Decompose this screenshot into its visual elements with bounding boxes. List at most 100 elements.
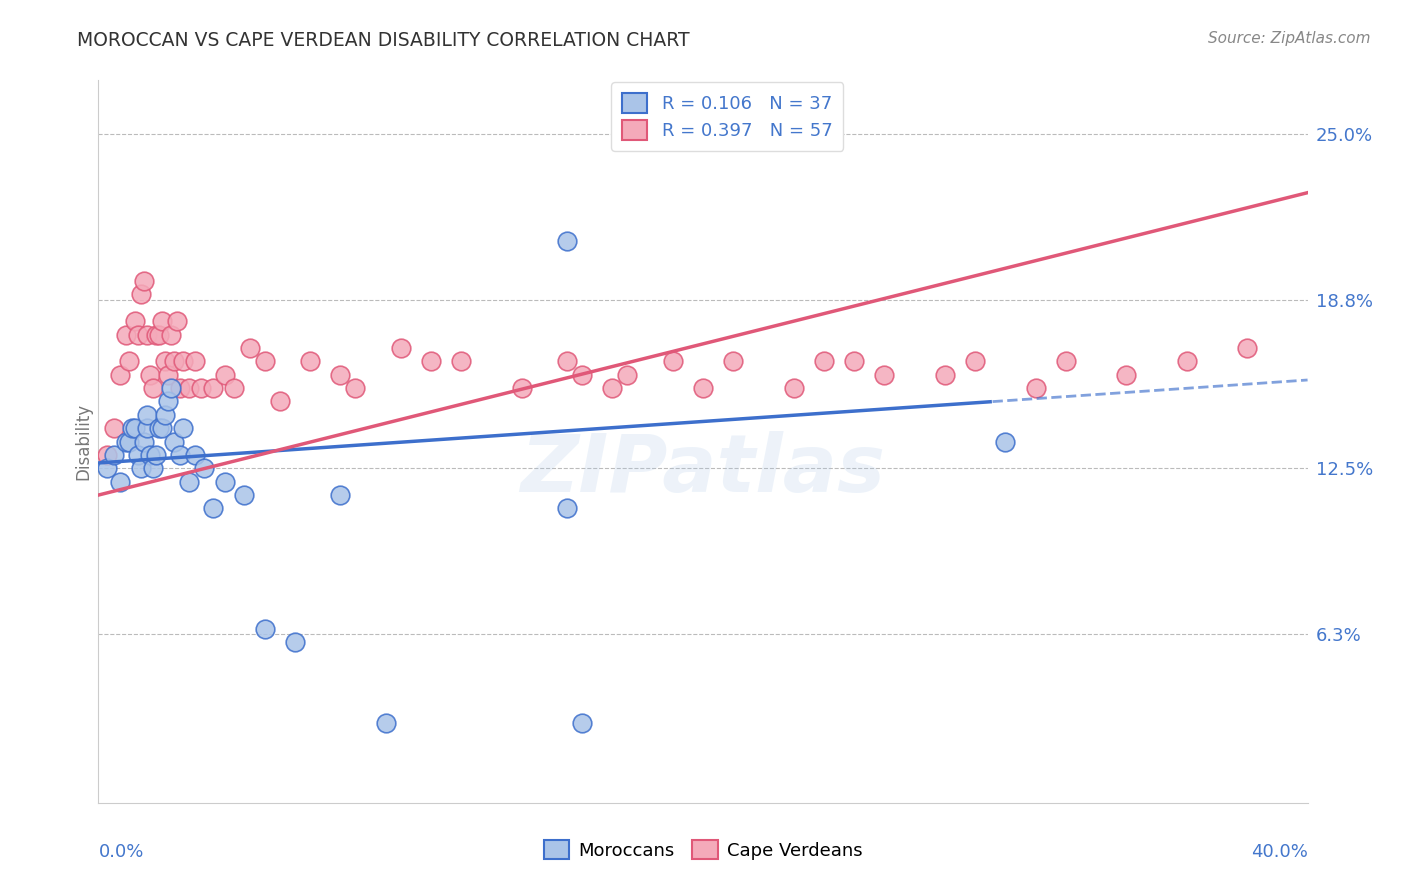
Point: [150, 314, 173, 328]
Point: [114, 434, 136, 449]
Point: [873, 368, 896, 382]
Point: [329, 488, 352, 502]
Point: [132, 274, 155, 288]
Point: [783, 381, 806, 395]
Point: [172, 421, 194, 435]
Point: [1024, 381, 1046, 395]
Point: [214, 475, 236, 489]
Text: Source: ZipAtlas.com: Source: ZipAtlas.com: [1208, 31, 1371, 46]
Point: [142, 381, 165, 395]
Point: [844, 354, 866, 368]
Point: [121, 421, 143, 435]
Legend: Moroccans, Cape Verdeans: Moroccans, Cape Verdeans: [537, 832, 869, 867]
Point: [934, 368, 956, 382]
Point: [193, 461, 215, 475]
Point: [269, 394, 291, 409]
Point: [253, 622, 276, 636]
Point: [108, 368, 131, 382]
Point: [153, 354, 176, 368]
Point: [169, 381, 191, 395]
Text: ZIPatlas: ZIPatlas: [520, 432, 886, 509]
Point: [374, 715, 396, 730]
Point: [344, 381, 367, 395]
Point: [129, 461, 152, 475]
Point: [103, 421, 125, 435]
Point: [389, 341, 412, 355]
Point: [555, 501, 578, 516]
Point: [103, 448, 125, 462]
Point: [127, 327, 149, 342]
Point: [108, 475, 131, 489]
Point: [169, 448, 191, 462]
Point: [555, 354, 578, 368]
Point: [1175, 354, 1198, 368]
Point: [299, 354, 322, 368]
Point: [96, 448, 118, 462]
Point: [184, 448, 207, 462]
Point: [555, 234, 578, 248]
Point: [153, 408, 176, 422]
Y-axis label: Disability: Disability: [75, 403, 93, 480]
Point: [253, 354, 276, 368]
Point: [139, 448, 162, 462]
Point: [148, 421, 170, 435]
Text: 40.0%: 40.0%: [1251, 843, 1308, 861]
Point: [994, 434, 1017, 449]
Point: [965, 354, 987, 368]
Text: 0.0%: 0.0%: [98, 843, 143, 861]
Point: [510, 381, 533, 395]
Point: [163, 354, 186, 368]
Point: [571, 368, 593, 382]
Point: [118, 354, 141, 368]
Point: [96, 461, 118, 475]
Point: [813, 354, 835, 368]
Point: [179, 381, 201, 395]
Point: [160, 327, 183, 342]
Point: [160, 381, 183, 395]
Point: [145, 448, 167, 462]
Point: [329, 368, 352, 382]
Point: [135, 408, 157, 422]
Point: [150, 421, 173, 435]
Point: [118, 434, 141, 449]
Point: [190, 381, 212, 395]
Point: [239, 341, 262, 355]
Point: [135, 327, 157, 342]
Point: [616, 368, 638, 382]
Point: [114, 327, 136, 342]
Point: [135, 421, 157, 435]
Point: [232, 488, 254, 502]
Point: [202, 381, 225, 395]
Point: [602, 381, 624, 395]
Point: [163, 434, 186, 449]
Text: MOROCCAN VS CAPE VERDEAN DISABILITY CORRELATION CHART: MOROCCAN VS CAPE VERDEAN DISABILITY CORR…: [77, 31, 690, 50]
Point: [124, 314, 146, 328]
Point: [1115, 368, 1137, 382]
Point: [692, 381, 714, 395]
Point: [127, 448, 149, 462]
Point: [166, 314, 188, 328]
Point: [284, 635, 307, 649]
Point: [139, 368, 162, 382]
Point: [142, 461, 165, 475]
Point: [179, 475, 201, 489]
Point: [450, 354, 472, 368]
Point: [571, 715, 593, 730]
Point: [148, 327, 170, 342]
Point: [172, 354, 194, 368]
Point: [723, 354, 745, 368]
Point: [214, 368, 236, 382]
Point: [1236, 341, 1258, 355]
Point: [1054, 354, 1077, 368]
Point: [661, 354, 683, 368]
Point: [420, 354, 443, 368]
Point: [124, 421, 146, 435]
Point: [145, 327, 167, 342]
Point: [156, 368, 179, 382]
Point: [202, 501, 225, 516]
Point: [224, 381, 246, 395]
Point: [156, 394, 179, 409]
Point: [184, 354, 207, 368]
Point: [132, 434, 155, 449]
Legend: R = 0.106   N = 37, R = 0.397   N = 57: R = 0.106 N = 37, R = 0.397 N = 57: [612, 82, 844, 151]
